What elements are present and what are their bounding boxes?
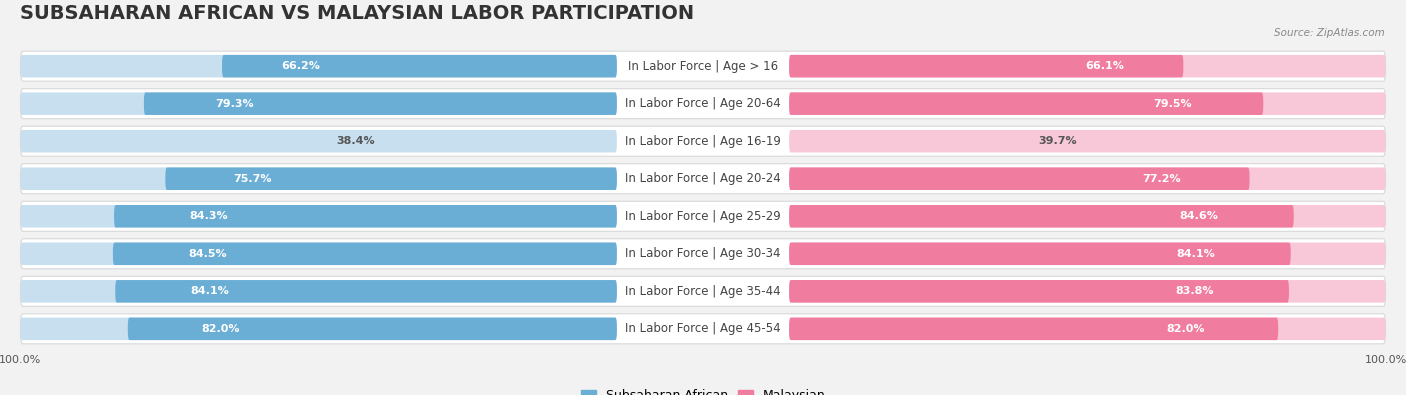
Text: 66.1%: 66.1%: [1085, 61, 1125, 71]
FancyBboxPatch shape: [112, 243, 617, 265]
Text: 84.3%: 84.3%: [190, 211, 228, 221]
Text: In Labor Force | Age 20-24: In Labor Force | Age 20-24: [626, 172, 780, 185]
Text: In Labor Force | Age 16-19: In Labor Force | Age 16-19: [626, 135, 780, 148]
FancyBboxPatch shape: [128, 318, 617, 340]
FancyBboxPatch shape: [789, 92, 1385, 115]
FancyBboxPatch shape: [21, 89, 1385, 118]
FancyBboxPatch shape: [21, 51, 1385, 81]
FancyBboxPatch shape: [21, 126, 1385, 156]
Text: In Labor Force | Age 20-64: In Labor Force | Age 20-64: [626, 97, 780, 110]
Text: In Labor Force | Age 45-54: In Labor Force | Age 45-54: [626, 322, 780, 335]
FancyBboxPatch shape: [21, 239, 1385, 269]
FancyBboxPatch shape: [21, 130, 617, 152]
FancyBboxPatch shape: [789, 280, 1289, 303]
FancyBboxPatch shape: [789, 167, 1385, 190]
Text: In Labor Force | Age 25-29: In Labor Force | Age 25-29: [626, 210, 780, 223]
FancyBboxPatch shape: [789, 318, 1385, 340]
FancyBboxPatch shape: [789, 167, 1250, 190]
Text: Source: ZipAtlas.com: Source: ZipAtlas.com: [1274, 28, 1385, 38]
Text: 84.6%: 84.6%: [1180, 211, 1218, 221]
FancyBboxPatch shape: [21, 276, 1385, 307]
FancyBboxPatch shape: [789, 318, 1278, 340]
FancyBboxPatch shape: [115, 280, 617, 303]
Text: 82.0%: 82.0%: [1167, 324, 1205, 334]
Text: 79.3%: 79.3%: [215, 99, 253, 109]
Text: 77.2%: 77.2%: [1142, 174, 1181, 184]
Text: 84.5%: 84.5%: [188, 249, 228, 259]
FancyBboxPatch shape: [222, 55, 617, 77]
FancyBboxPatch shape: [789, 55, 1385, 77]
Text: 38.4%: 38.4%: [336, 136, 375, 146]
FancyBboxPatch shape: [21, 314, 1385, 344]
FancyBboxPatch shape: [789, 55, 1184, 77]
Text: 84.1%: 84.1%: [1177, 249, 1215, 259]
FancyBboxPatch shape: [21, 318, 617, 340]
FancyBboxPatch shape: [21, 167, 617, 190]
FancyBboxPatch shape: [114, 205, 617, 228]
FancyBboxPatch shape: [789, 92, 1263, 115]
Text: 84.1%: 84.1%: [191, 286, 229, 296]
Text: 66.2%: 66.2%: [281, 61, 321, 71]
FancyBboxPatch shape: [21, 280, 617, 303]
Text: In Labor Force | Age > 16: In Labor Force | Age > 16: [628, 60, 778, 73]
FancyBboxPatch shape: [143, 92, 617, 115]
FancyBboxPatch shape: [166, 167, 617, 190]
Text: 79.5%: 79.5%: [1153, 99, 1192, 109]
Legend: Subsaharan African, Malaysian: Subsaharan African, Malaysian: [575, 384, 831, 395]
FancyBboxPatch shape: [789, 243, 1291, 265]
Text: 75.7%: 75.7%: [233, 174, 271, 184]
Text: 83.8%: 83.8%: [1175, 286, 1213, 296]
FancyBboxPatch shape: [21, 55, 617, 77]
Text: SUBSAHARAN AFRICAN VS MALAYSIAN LABOR PARTICIPATION: SUBSAHARAN AFRICAN VS MALAYSIAN LABOR PA…: [21, 4, 695, 23]
FancyBboxPatch shape: [789, 280, 1385, 303]
FancyBboxPatch shape: [789, 130, 1385, 152]
Text: In Labor Force | Age 35-44: In Labor Force | Age 35-44: [626, 285, 780, 298]
FancyBboxPatch shape: [21, 243, 617, 265]
FancyBboxPatch shape: [21, 92, 617, 115]
FancyBboxPatch shape: [21, 164, 1385, 194]
FancyBboxPatch shape: [789, 243, 1385, 265]
Text: In Labor Force | Age 30-34: In Labor Force | Age 30-34: [626, 247, 780, 260]
Text: 39.7%: 39.7%: [1039, 136, 1077, 146]
FancyBboxPatch shape: [21, 205, 617, 228]
FancyBboxPatch shape: [789, 205, 1294, 228]
Text: 82.0%: 82.0%: [201, 324, 239, 334]
FancyBboxPatch shape: [21, 201, 1385, 231]
FancyBboxPatch shape: [789, 205, 1385, 228]
